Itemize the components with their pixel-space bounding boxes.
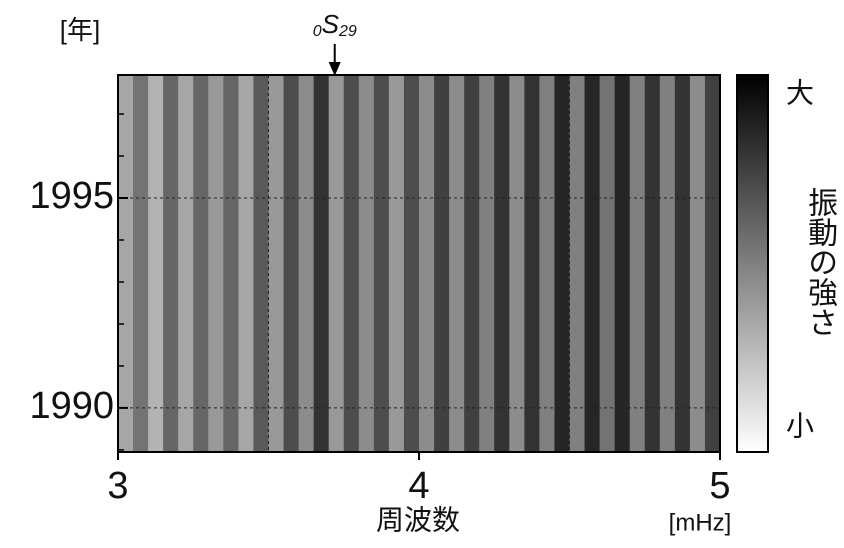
heat-cell — [599, 75, 616, 452]
heat-cell — [689, 75, 706, 452]
annotation: 0S29 — [313, 9, 357, 40]
x-axis-unit: [mHz] — [669, 509, 732, 536]
colorbar-high: 大 — [786, 77, 814, 108]
heat-cell — [449, 75, 465, 452]
heat-cell — [253, 75, 269, 452]
heat-cell — [584, 75, 601, 452]
heat-cell — [223, 75, 239, 452]
heat-cell — [178, 75, 194, 452]
heat-cell — [524, 75, 540, 452]
heat-cell — [358, 75, 375, 452]
heat-cell — [388, 75, 405, 452]
heat-cell — [554, 75, 570, 452]
heat-cell — [539, 75, 555, 452]
y-axis-label: [年] — [60, 15, 100, 45]
heat-cell — [509, 75, 525, 452]
annotation-suffix: 29 — [338, 23, 357, 40]
annotation-arrowhead — [328, 62, 341, 76]
heat-cell — [193, 75, 209, 452]
x-tick-label: 5 — [709, 465, 730, 507]
heat-cell — [238, 75, 254, 452]
heat-cell — [133, 75, 149, 452]
colorbar — [736, 74, 769, 453]
heat-cell — [208, 75, 224, 452]
heat-cell — [283, 75, 300, 452]
heat-cell — [118, 75, 134, 452]
heat-cell — [464, 75, 480, 452]
x-axis-label: 周波数 — [376, 504, 460, 535]
colorbar-label: 振動の強さ — [803, 187, 837, 337]
heat-cell — [674, 75, 691, 452]
y-tick-label: 1990 — [29, 385, 114, 427]
heat-cell — [403, 75, 420, 452]
heat-cell — [313, 75, 330, 452]
heat-cell — [343, 75, 360, 452]
heat-cell — [614, 75, 631, 452]
x-tick-label: 3 — [107, 465, 128, 507]
heat-cell — [644, 75, 661, 452]
heat-cell — [373, 75, 390, 452]
annotation-symbol: S — [322, 9, 340, 39]
heat-cell — [419, 75, 435, 452]
heat-cell — [328, 75, 345, 452]
heat-cell — [494, 75, 510, 452]
heat-cell — [479, 75, 495, 452]
annotation-prefix: 0 — [313, 23, 322, 40]
heat-cell — [629, 75, 646, 452]
heat-cell — [434, 75, 450, 452]
heat-cell — [704, 75, 721, 452]
x-tick-label: 4 — [408, 465, 429, 507]
heat-cell — [268, 75, 285, 452]
colorbar-low: 小 — [786, 410, 814, 441]
heat-cell — [163, 75, 179, 452]
heat-cell — [148, 75, 164, 452]
heat-cell — [659, 75, 676, 452]
y-tick-label: 1995 — [29, 175, 114, 217]
heat-cell — [298, 75, 315, 452]
heat-cell — [569, 75, 586, 452]
